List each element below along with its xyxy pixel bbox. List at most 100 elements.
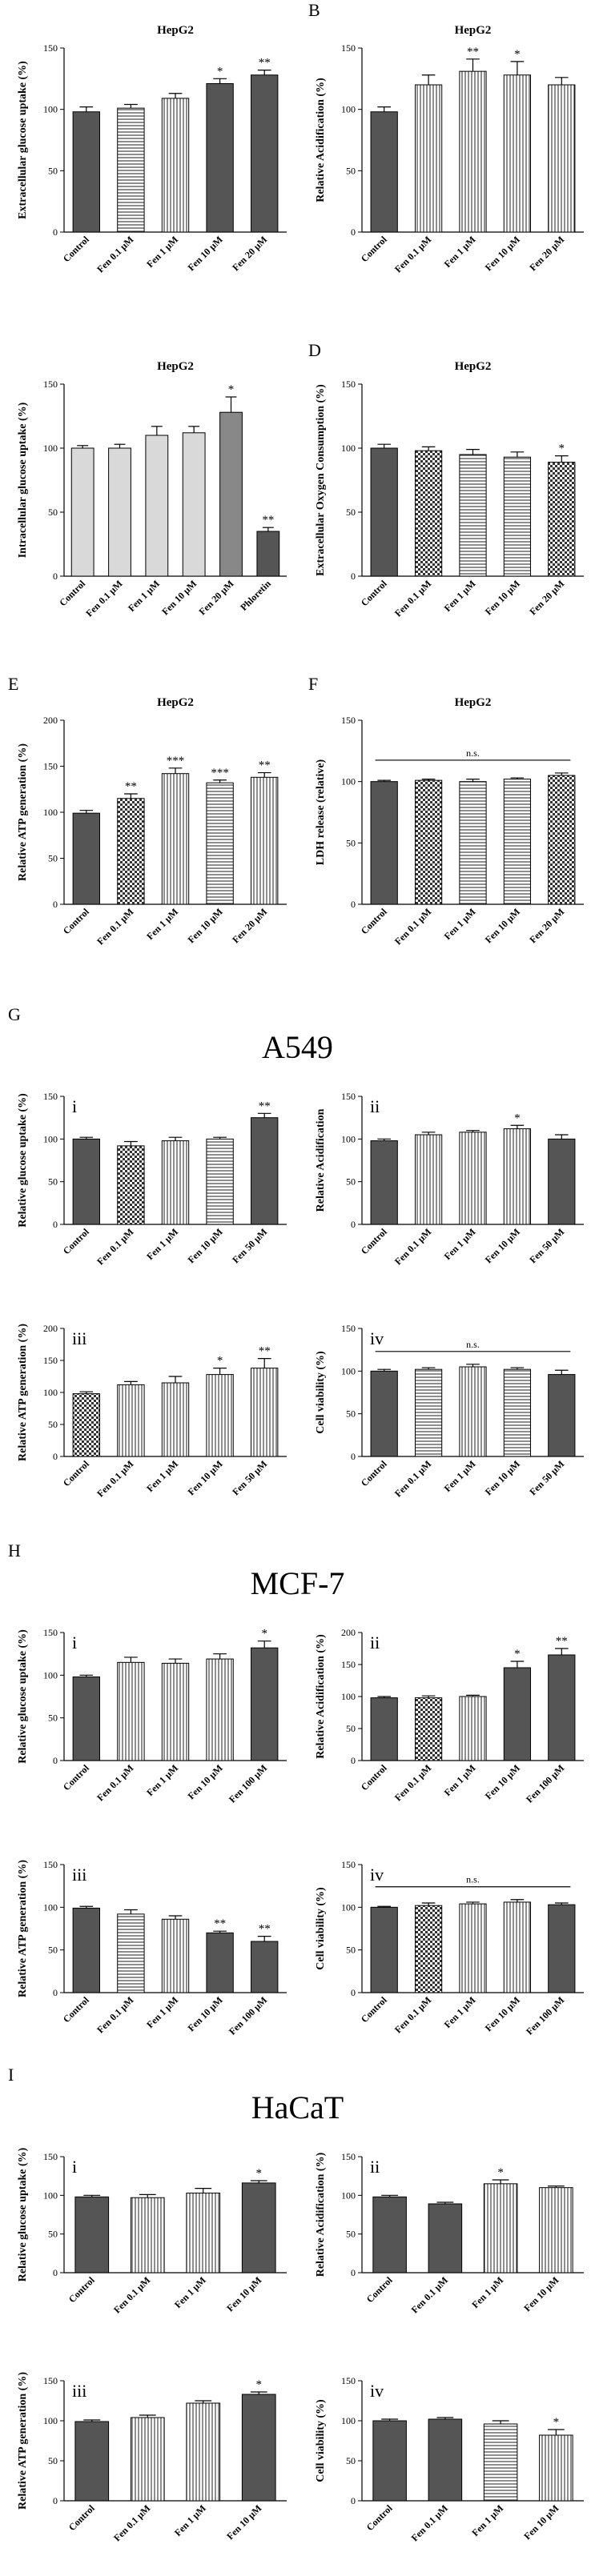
x-category-label: Fen 0.1 μM [111,2274,152,2315]
bar [161,98,190,233]
bar [117,1384,145,1457]
y-tick-label: 100 [43,1669,58,1681]
x-category-label: Fen 1 μM [469,2274,505,2310]
bar [72,1138,100,1225]
chart-title: HepG2 [455,360,492,373]
x-category-label: Control [359,578,389,608]
significance-mark: * [514,1112,521,1124]
x-category-label: Control [66,2274,97,2305]
y-axis-label: Cell viability (%) [315,1351,327,1434]
y-tick-label: 150 [43,2151,58,2162]
bar [117,107,145,233]
x-category-label: Fen 1 μM [442,1458,478,1494]
y-tick-label: 150 [43,379,58,390]
significance-mark: ** [259,57,271,70]
x-category-label: Fen 1 μM [442,1994,478,2030]
x-category-label: Fen 1 μM [144,234,180,270]
y-tick-label: 200 [43,715,58,726]
x-category-label: Fen 1 μM [172,2274,208,2310]
significance-mark: ** [214,1917,226,1930]
y-tick-label: 100 [43,2415,58,2426]
x-category-label: Control [364,2274,395,2305]
x-category-label: Fen 0.1 μM [392,1762,433,1803]
bar [161,1140,190,1225]
bar [241,2182,276,2274]
subpanel-numeral: iii [72,1865,86,1885]
x-category-label: Fen 1 μM [144,1762,180,1798]
y-tick-label: 50 [48,853,58,864]
bar [459,781,487,905]
x-category-label: Fen 1 μM [442,1762,478,1798]
y-tick-label: 50 [346,1176,356,1188]
bar [161,1918,190,1993]
chart-g-i-glucose-uptake: i Relative glucose uptake (%) 0 50 100 150 Con… [17,1091,287,1267]
x-category-label: Fen 1 μM [442,1226,478,1262]
x-category-label: Fen 0.1 μM [111,2502,152,2543]
x-category-label: Fen 0.1 μM [94,234,135,274]
subpanel-numeral: ii [370,1096,380,1116]
y-tick-label: 150 [43,761,58,772]
y-tick-label: 50 [48,1713,58,1724]
significance-mark: * [256,2167,263,2180]
y-axis-label: Relative glucose uptake (%) [17,2147,29,2282]
bar [370,447,398,577]
bar [206,1138,234,1225]
bar [161,1382,190,1457]
x-category-label: Fen 20 μM [230,234,269,273]
y-tick-label: 100 [341,1691,356,1702]
y-tick-label: 50 [346,165,356,176]
x-category-label: Fen 0.1 μM [94,906,135,947]
bar [370,1906,398,1993]
bar [370,781,398,905]
bar [370,1370,398,1457]
chart-i-i-glucose-uptake: i Relative glucose uptake (%) 0 50 100 150 Con… [17,2147,287,2315]
subpanel-numeral: iv [370,1865,384,1885]
bar [414,84,443,233]
y-tick-label: 50 [48,1945,58,1956]
significance-mark: ** [556,1635,568,1648]
y-tick-label: 0 [351,1451,356,1462]
y-tick-label: 150 [341,2375,356,2386]
y-tick-label: 50 [346,2455,356,2466]
bar [186,2402,221,2502]
bar [72,1393,100,1457]
x-category-label: Control [61,1458,91,1488]
bar [414,1905,443,1993]
subpanel-numeral: iii [72,1328,86,1348]
bar [548,84,576,233]
y-axis-label: LDH release (relative) [315,759,327,865]
x-category-label: Fen 20 μM [230,906,269,945]
bar [145,435,169,577]
x-category-label: Control [359,234,389,264]
y-tick-label: 150 [341,715,356,726]
significance-mark: * [497,2166,504,2179]
y-tick-label: 0 [351,1755,356,1766]
bar [548,1654,576,1761]
bar [414,1368,443,1457]
x-category-label: Fen 0.1 μM [392,1458,433,1499]
y-tick-label: 100 [341,1365,356,1376]
x-category-label: Fen 0.1 μM [409,2502,450,2543]
x-category-label: Fen 0.1 μM [94,1762,135,1803]
significance-mark: ** [259,1100,271,1112]
x-category-label: Control [364,2502,395,2533]
x-category-label: Fen 50 μM [230,1458,269,1497]
x-category-label: Fen 1 μM [144,906,180,942]
y-tick-label: 0 [53,899,58,910]
panel-letter-f: F [308,674,319,694]
x-category-label: Fen 20 μM [527,234,566,273]
bar [548,1374,576,1457]
y-tick-label: 50 [48,1419,58,1430]
bar [117,1145,145,1225]
y-tick-label: 100 [341,776,356,787]
x-category-label: Control [61,1994,91,2025]
x-category-label: Fen 0.1 μM [94,1994,135,2035]
y-axis-label: Relative ATP generation (%) [17,1860,29,1997]
y-tick-label: 150 [43,1355,58,1366]
x-category-label: Fen 1 μM [442,578,478,614]
panel-letter-i: I [8,2065,14,2085]
panel-letter-d: D [308,340,321,360]
x-category-label: Control [66,2502,97,2533]
bar [539,2187,573,2274]
